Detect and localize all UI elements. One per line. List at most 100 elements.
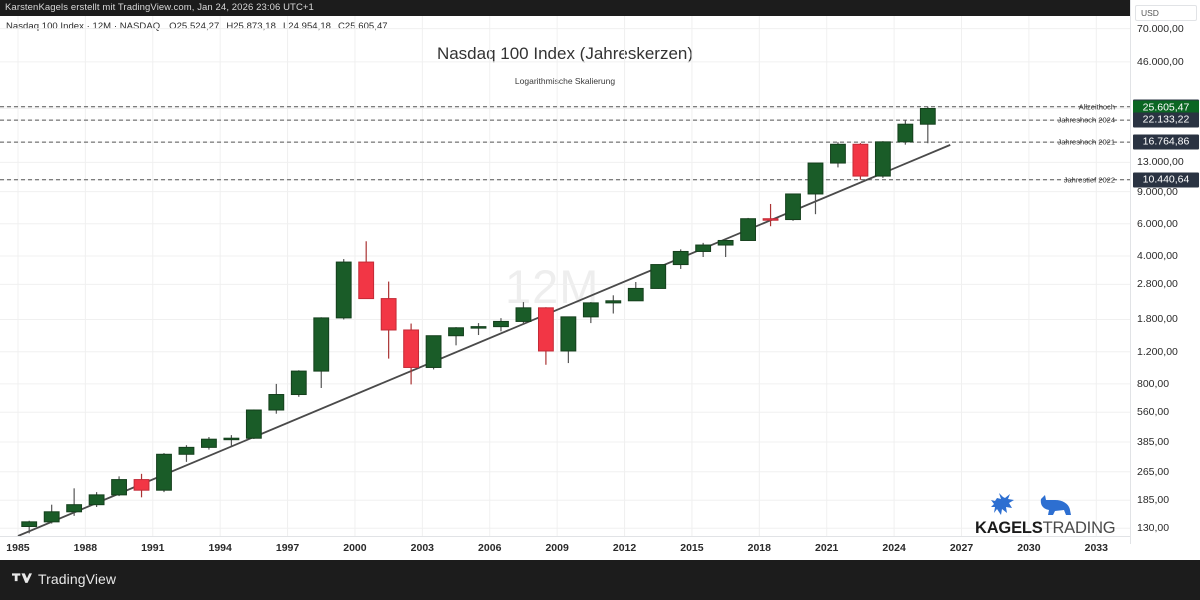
candle-body [43,511,60,523]
time-tick: 2015 [680,542,704,554]
legend-low: L24.954,18 [282,21,331,32]
candle-body [470,326,487,329]
candle-body [493,320,509,328]
legend-close: C25.605,47 [337,21,388,32]
candle-body [807,162,824,195]
candle-2016 [717,238,734,258]
price-tick: 70.000,00 [1137,22,1184,35]
candle-2003 [425,335,442,370]
tradingview-logo-icon [12,572,32,583]
candle-body [919,107,936,125]
candle-1999 [335,259,352,320]
price-badge[interactable]: 16.764,86 [1133,134,1199,150]
candle-2019 [785,193,801,221]
price-badge[interactable]: 25.605,47 [1133,100,1199,116]
brand-name-bold: KAGELS [975,519,1043,537]
price-tick: 385,00 [1137,436,1170,449]
candle-2017 [740,217,757,241]
price-tick: 2.800,00 [1137,278,1178,291]
time-tick: 2027 [949,542,974,554]
candle-1992 [178,445,195,462]
time-tick: 2030 [1017,542,1041,554]
price-tick: 185,00 [1137,494,1170,507]
plot-area[interactable] [0,16,1130,536]
candle-2011 [605,295,622,314]
brand-name-light: TRADING [1042,519,1116,537]
price-tick: 560,00 [1137,406,1170,419]
chart-surface[interactable]: Nasdaq 100 Index · 12M · NASDAQ O25.524,2… [0,16,1200,560]
candle-body [785,193,801,221]
candle-1987 [66,488,83,516]
candle-body [448,327,464,337]
time-tick: 1985 [6,542,30,554]
candle-1998 [313,317,330,388]
candle-body [156,453,172,491]
candle-2000 [358,241,375,300]
symbol-legend[interactable]: Nasdaq 100 Index · 12M · NASDAQ O25.524,2… [6,21,395,32]
footer-bar: TradingView [0,560,1200,600]
level-annotation-label: Jahrestief 2022 [1063,175,1115,185]
time-tick: 2033 [1084,542,1108,554]
candle-body [201,438,217,448]
candlestick-svg [0,16,1130,536]
legend-high: H25.873,18 [226,21,276,32]
tradingview-label: TradingView [38,571,117,587]
time-axis[interactable]: 1985 1988 1991 1994 1997 2000 2003 2006 2009 2012… [0,536,1130,560]
currency-label[interactable]: USD [1135,5,1197,21]
candle-body [874,141,891,177]
candle-2005 [470,323,487,336]
kagels-wordmark: KAGELSTRADING [975,519,1116,537]
candle-body [268,394,285,411]
chart-subtitle: Logarithmische Skalierung [514,76,616,86]
candle-1990 [133,473,150,498]
candle-1985 [21,520,38,534]
candle-body [605,300,622,304]
time-tick: 2009 [545,542,569,554]
candle-body [66,504,83,513]
price-tick: 6.000,00 [1137,217,1178,230]
candle-2018 [762,203,779,227]
time-tick: 2012 [612,542,637,554]
candle-body [88,494,105,506]
candle-body [245,409,262,439]
candle-1994 [223,435,240,447]
candle-2022 [852,143,869,180]
candle-body [223,437,240,441]
candle-body [582,302,599,318]
candle-body [897,123,914,143]
candle-body [380,298,397,331]
candle-body [560,316,577,352]
candle-1986 [43,504,60,524]
candle-body [695,244,712,252]
tradingview-logo[interactable]: TradingView [12,571,116,587]
legend-symbol[interactable]: Nasdaq 100 Index · 12M · NASDAQ [6,21,161,32]
candle-2013 [650,264,667,289]
candle-2007 [515,302,532,325]
price-tick: 9.000,00 [1137,185,1178,198]
candle-body [133,479,150,491]
bull-and-bear-icons [991,493,1071,515]
time-tick: 2003 [410,542,435,554]
candle-1996 [268,383,285,414]
candle-2015 [695,242,712,258]
candle-2009 [560,316,577,364]
timeframe-watermark: 12M [505,260,600,313]
price-badge[interactable]: 22.133,22 [1133,112,1199,128]
candle-body [425,335,442,368]
candle-body [358,261,375,300]
candle-body [313,317,330,372]
bull-icon [991,493,1014,515]
time-tick: 2006 [478,542,502,554]
candle-2002 [403,323,420,385]
price-badge[interactable]: 10.440,64 [1133,172,1199,188]
candle-body [537,307,554,352]
price-tick: 4.000,00 [1137,250,1178,263]
candle-2020 [807,162,824,215]
candle-1995 [245,409,262,439]
time-tick: 1988 [73,542,98,554]
candle-2024 [897,120,914,145]
price-tick: 130,00 [1137,522,1170,535]
time-tick: 1997 [275,542,300,554]
candle-body [403,329,420,368]
price-axis[interactable]: USD 70.000,00 46.000,00 13.000,00 9.000,00 6… [1130,0,1200,544]
